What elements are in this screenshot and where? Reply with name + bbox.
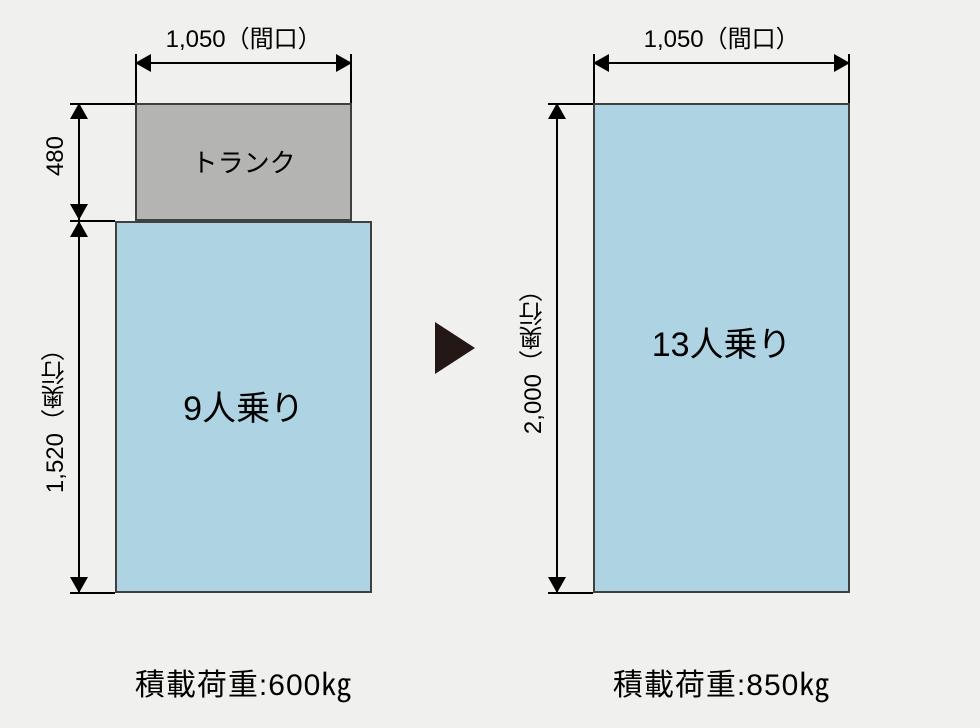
left-cab-dimline: [78, 221, 80, 593]
arrowhead: [135, 54, 151, 72]
arrowhead: [70, 103, 88, 119]
ext: [548, 592, 593, 594]
right-top-dimline: [593, 62, 850, 64]
arrowhead: [548, 103, 566, 119]
right-cab-label: 13人乗り: [593, 328, 850, 362]
left-width-label: 1,050（間口）: [115, 28, 372, 52]
ext: [350, 54, 352, 103]
arrowhead: [593, 54, 609, 72]
left-trunk-depth-label: 480: [44, 136, 68, 176]
ext: [848, 54, 850, 103]
arrowhead: [70, 221, 88, 237]
left-load-label: 積載荷重:600㎏: [95, 671, 392, 701]
arrowhead: [70, 204, 88, 220]
ext: [135, 54, 137, 103]
right-cab-depth-label: 2,000（奥行）: [522, 278, 546, 434]
right-cab-dimline: [556, 103, 558, 593]
ext: [70, 103, 135, 105]
diagram-canvas: トランク 9人乗り 1,050（間口） 480 1,520（奥行） 積載荷重:600㎏ 13…: [0, 0, 980, 728]
ext: [593, 54, 595, 103]
arrowhead: [70, 577, 88, 593]
left-trunk-label: トランク: [135, 150, 352, 176]
arrowhead: [548, 577, 566, 593]
right-load-label: 積載荷重:850㎏: [573, 671, 870, 701]
ext: [548, 103, 593, 105]
left-trunk-dimline: [78, 103, 80, 221]
left-top-dimline: [135, 62, 352, 64]
separator-arrow-icon: [435, 322, 475, 374]
ext: [70, 592, 115, 594]
left-cab-depth-label: 1,520（奥行）: [44, 337, 68, 493]
left-cab-label: 9人乗り: [115, 392, 372, 426]
right-width-label: 1,050（間口）: [593, 28, 850, 52]
